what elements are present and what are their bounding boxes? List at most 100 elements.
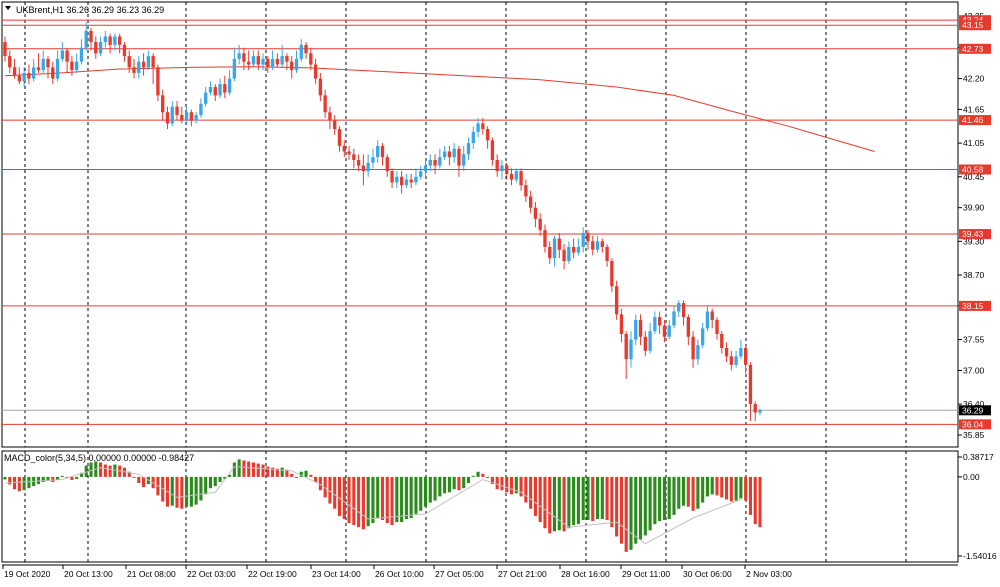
macd-frame (1, 450, 959, 563)
candle (146, 50, 151, 71)
candle (409, 173, 413, 189)
macd-y-tick-label: -1.54016 (963, 551, 997, 561)
candle-body (333, 120, 337, 130)
macd-bar (443, 476, 447, 494)
candle (218, 78, 222, 99)
macd-bar (466, 476, 471, 484)
candle-body (748, 364, 753, 405)
candle (256, 50, 260, 71)
candle-body (399, 176, 404, 186)
candle-body (232, 58, 237, 79)
candle (495, 154, 499, 177)
candle-body (686, 317, 690, 337)
candle-body (696, 345, 700, 360)
candle (428, 154, 432, 172)
macd-bar (108, 465, 112, 477)
candle (552, 235, 557, 267)
macd-bar (27, 476, 31, 489)
candle (715, 317, 719, 340)
candle (251, 50, 256, 68)
macd-bar (696, 476, 700, 509)
y-tick-label: 37.55 (963, 335, 985, 345)
candle-body (643, 336, 647, 351)
candle-body (60, 50, 65, 59)
candle-body (552, 238, 557, 259)
candle-body (710, 311, 714, 320)
macd-bar (720, 476, 724, 498)
macd-bar (734, 476, 738, 501)
candle (12, 58, 17, 79)
macd-bar (41, 476, 45, 483)
candle (55, 50, 60, 82)
candle-body (705, 311, 710, 329)
candle-body (299, 44, 303, 59)
candle-body (600, 241, 604, 247)
candle-body (170, 106, 174, 124)
macd-bar (285, 469, 289, 477)
collapse-triangle-icon[interactable] (5, 6, 11, 10)
candle-body (672, 311, 676, 326)
macd-bar (686, 476, 690, 507)
price-level-tag (959, 229, 991, 240)
candle-body (720, 333, 724, 348)
candle-body (46, 58, 50, 68)
candle (557, 232, 561, 259)
candle-body (548, 246, 552, 259)
price-panel (1, 1, 959, 448)
candle (614, 280, 619, 320)
candle-body (137, 61, 141, 73)
candle-body (242, 53, 246, 62)
candle (619, 308, 624, 343)
candle (600, 238, 604, 253)
candle (524, 179, 528, 203)
macd-bar (318, 476, 322, 491)
candle-body (638, 319, 643, 337)
current-price-tag (959, 405, 991, 416)
candle (328, 106, 332, 130)
macd-bar (314, 476, 318, 483)
macd-bar (672, 476, 676, 515)
macd-bar (304, 470, 308, 477)
candle (132, 58, 136, 79)
candle-body (75, 61, 79, 71)
candle-body (141, 61, 146, 68)
macd-bar (705, 476, 709, 497)
candle-body (385, 157, 389, 172)
macd-bar (8, 476, 12, 485)
candle (610, 258, 614, 292)
macd-bar (376, 476, 380, 518)
candle-body (657, 317, 662, 326)
chart-title: UKBrent,H1 36.26 36.29 36.23 36.29 (16, 5, 164, 15)
candle (648, 322, 652, 354)
macd-bar (404, 476, 408, 520)
macd-bar (543, 476, 547, 529)
candle (653, 311, 657, 334)
candle (729, 350, 734, 371)
candle-body (342, 145, 346, 152)
candle (705, 305, 710, 332)
candle-body (31, 67, 36, 79)
candle-body (366, 162, 370, 172)
candle (376, 140, 380, 163)
candle (476, 117, 480, 138)
macd-bar (591, 476, 595, 522)
macd-bar (724, 476, 729, 500)
candle (466, 137, 471, 160)
candle-body (98, 42, 103, 54)
y-tick-label: 36.40 (963, 399, 985, 409)
macd-bar (103, 464, 107, 477)
macd-bar (361, 476, 365, 530)
candle (485, 126, 490, 149)
candle (743, 345, 748, 374)
candle-body (8, 56, 12, 68)
macd-bar (758, 476, 762, 528)
candle-body (328, 112, 332, 121)
macd-panel (1, 450, 959, 563)
candle-body (337, 129, 342, 146)
candle (98, 36, 103, 57)
x-tick-label: 22 Oct 19:00 (248, 569, 297, 579)
candle (700, 322, 705, 348)
macd-bar (280, 467, 284, 477)
candle (548, 241, 552, 264)
candle-body (677, 303, 681, 312)
